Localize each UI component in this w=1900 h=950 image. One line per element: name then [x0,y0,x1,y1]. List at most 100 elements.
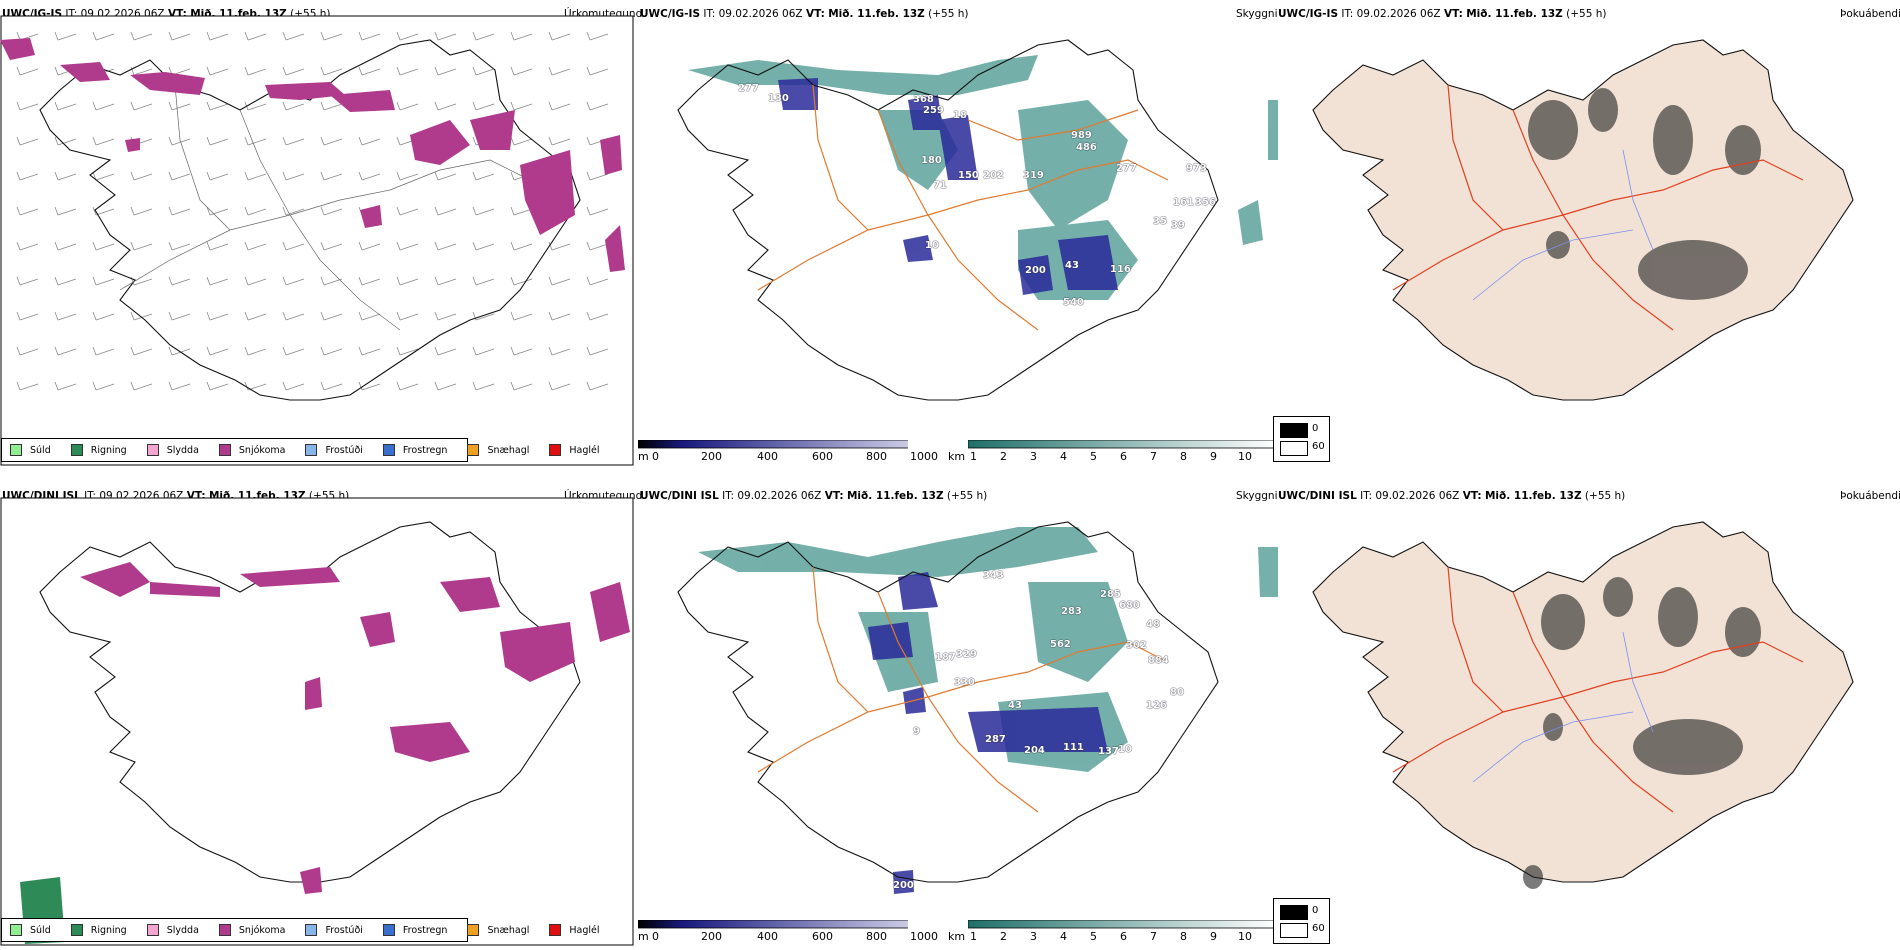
wind-barb [92,31,115,41]
wind-barb [168,171,191,181]
cloud-label: 111 [1063,742,1084,753]
wind-barb [320,381,343,391]
cloud-label: 9 [913,726,920,737]
precip-map [0,497,634,946]
wind-barb [206,206,229,216]
wind-barb [206,381,229,391]
cloud-label: 200 [1025,265,1046,276]
wind-barb [548,276,571,286]
wind-barb [510,136,533,146]
wind-barb [548,66,571,76]
blue-areas [778,78,1118,295]
precip-legend: Súld Rigning Slydda Snjókoma Frostúði Fr… [1,918,600,942]
wind-barb [168,206,191,216]
wind-barb [54,206,77,216]
cloud-label: 161 [1173,197,1194,208]
wind-barb [16,311,39,321]
cloud-title: Skyggni [1236,490,1278,502]
wind-barb [472,31,495,41]
row2-cloud-title: UWC/DINI ISL IT: 09.02.2026 06Z VT: Mið.… [640,490,988,502]
roads [757,84,1169,331]
cloud-label: 150 [958,170,979,181]
wind-barb [320,276,343,286]
wind-barb [358,171,381,181]
height-colorbar [638,920,908,929]
wind-barb [320,346,343,356]
wind-barb [92,276,115,286]
row2-precip-panel: UWC/DINI ISL IT: 09.02.2026 06Z VT: Mið.… [0,482,642,950]
wind-barb [206,346,229,356]
iceland-outline [677,39,1219,401]
wind-barb [282,311,305,321]
cloud-label: 48 [1146,619,1160,630]
tick: 6 [1120,450,1127,463]
cloud-label: 116 [1110,264,1131,275]
cloud-label: 202 [983,170,1004,181]
fog-shading [1523,577,1761,889]
wind-barb [16,101,39,111]
wind-barb [206,101,229,111]
wind-barb [320,206,343,216]
wind-barb [586,31,609,41]
wind-barb [510,66,533,76]
wind-barb [586,206,609,216]
wind-barb [396,171,419,181]
cloud-label: 35 [1153,216,1167,227]
wind-barb [54,311,77,321]
wind-barb [434,171,457,181]
wind-barb [92,346,115,356]
wind-barb [320,66,343,76]
vis-unit: km [948,450,966,463]
wind-barb [168,101,191,111]
wind-barb [548,346,571,356]
wind-barb [16,346,39,356]
wind-barb [244,311,267,321]
wind-barb [396,101,419,111]
wind-barb [206,66,229,76]
tick: 4 [1060,450,1067,463]
wind-barb [92,311,115,321]
wind-barb [54,171,77,181]
wind-barb [434,381,457,391]
wind-barb [54,346,77,356]
wind-barb [282,101,305,111]
wind-barb [54,381,77,391]
cloud-label: 329 [956,649,977,660]
tick: 8 [1180,450,1187,463]
wind-barbs [16,31,609,391]
tick: 9 [1210,930,1217,943]
tick: 800 [866,450,887,463]
wind-barb [282,66,305,76]
iceland-outline [677,521,1219,883]
wind-barb [510,241,533,251]
cloud-label: 180 [921,155,942,166]
snow-areas [0,38,625,272]
tick: 5 [1090,930,1097,943]
wind-barb [472,381,495,391]
wind-barb [396,276,419,286]
wind-barb [510,206,533,216]
wind-barb [92,101,115,111]
wind-barb [358,346,381,356]
wind-barb [130,241,153,251]
wind-barb [130,31,153,41]
cloud-label: 343 [983,570,1004,581]
fog-legend: 0 60 [1273,416,1330,462]
cloud-label: 562 [1050,639,1071,650]
wind-barb [206,311,229,321]
wind-barb [282,206,305,216]
cloud-label: 486 [1076,142,1097,153]
precip-legend: Súld Rigning Slydda Snjókoma Frostúði Fr… [1,438,600,462]
tick: 2 [1000,930,1007,943]
tick: 1 [970,930,977,943]
wind-barb [358,66,381,76]
tick: 200 [701,450,722,463]
rivers [1472,631,1654,783]
wind-barb [130,311,153,321]
wind-barb [282,136,305,146]
height-colorbar [638,440,908,449]
wind-barb [282,346,305,356]
row2-fog-panel: UWC/DINI ISL IT: 09.02.2026 06Z VT: Mið.… [1276,482,1900,950]
wind-barb [434,206,457,216]
wind-barb [54,276,77,286]
